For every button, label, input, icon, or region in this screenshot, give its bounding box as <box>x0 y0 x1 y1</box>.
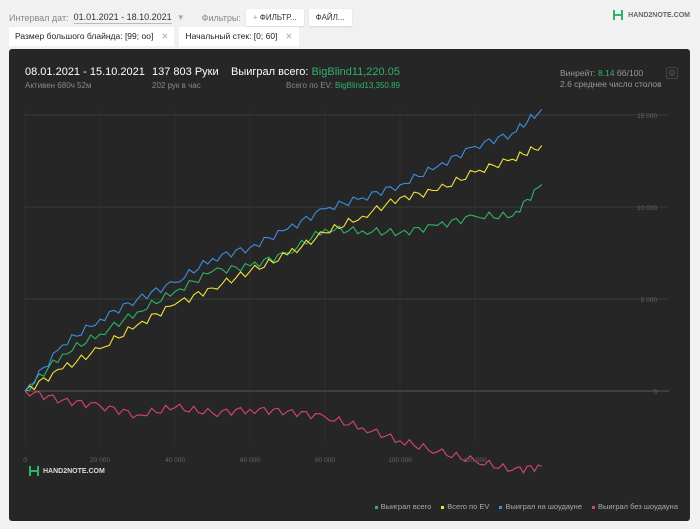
winrate-unit: бб/100 <box>616 68 644 78</box>
x-tick-label: 20 000 <box>90 457 110 464</box>
legend: Выиграл всего Всего по EV Выиграл на шоу… <box>374 502 678 511</box>
avg-tables: 2.6 среднее число столов <box>560 79 662 89</box>
filter-chip[interactable]: Размер большого блайнда: [99; oo] ✕ <box>9 27 175 46</box>
x-tick-label: 60 000 <box>240 457 260 464</box>
close-icon[interactable]: ✕ <box>285 31 293 41</box>
won-label: Выиграл всего: <box>231 66 309 78</box>
add-filter-button[interactable]: + ФИЛЬТР... <box>245 9 304 26</box>
filter-chip[interactable]: Начальный стек: [0; 60] ✕ <box>179 27 299 46</box>
y-tick-label: 5 000 <box>641 297 658 304</box>
ev-label: Всего по EV: <box>286 81 333 90</box>
legend-item[interactable]: Выиграл на шоудауне <box>499 502 582 511</box>
close-icon[interactable]: ✕ <box>161 31 169 41</box>
watermark-text: HAND2NOTE.COM <box>43 467 105 475</box>
legend-item[interactable]: Всего по EV <box>441 502 489 511</box>
filter-chips: Размер большого блайнда: [99; oo] ✕ Начал… <box>9 27 299 46</box>
x-tick-label: 100 000 <box>388 457 412 464</box>
add-filter-label: ФИЛЬТР... <box>259 13 297 22</box>
file-button[interactable]: ФАЙЛ... <box>308 9 352 26</box>
y-tick-label: 0 <box>653 389 657 396</box>
period: 08.01.2021 - 15.10.2021 <box>25 66 145 78</box>
chart-watermark: HAND2NOTE.COM <box>29 465 105 477</box>
brand-text: HAND2NOTE.COM <box>628 11 690 19</box>
y-tick-label: 15 000 <box>637 113 657 120</box>
winrate-label: Винрейт: <box>560 68 596 78</box>
toolbar: Интервал дат: 01.01.2021 - 18.10.2021 ▼ … <box>9 9 352 26</box>
series-line <box>24 109 543 392</box>
won-total: Выиграл всего: BigBlind11,220.05 <box>231 66 400 78</box>
ev-total: Всего по EV: BigBlind13,350.89 <box>286 81 400 90</box>
ev-value: BigBlind13,350.89 <box>335 81 400 90</box>
x-tick-label: 0 <box>23 457 27 464</box>
legend-swatch <box>592 505 595 509</box>
legend-swatch <box>441 505 445 509</box>
filters-label: Фильтры: <box>201 12 241 23</box>
logo-icon <box>613 10 624 20</box>
hands-per-hour: 202 рук в час <box>152 81 201 90</box>
legend-label: Всего по EV <box>447 502 490 511</box>
winrate-value: 8.14 <box>597 68 615 78</box>
series-line <box>24 184 543 392</box>
x-tick-label: 40 000 <box>165 457 185 464</box>
chart: 0 5 000 10 000 15 000 0 20 000 40 000 60 000 80 … <box>23 109 669 474</box>
hands-count: 137 803 Руки <box>152 66 219 78</box>
series-line <box>24 390 542 474</box>
chip-label: Начальный стек: [0; 60] <box>185 31 278 41</box>
active-time: Активен 680ч 52м <box>25 81 92 90</box>
chip-label: Размер большого блайнда: [99; oo] <box>15 31 154 41</box>
legend-label: Выиграл всего <box>380 502 432 511</box>
graph-card: 08.01.2021 - 15.10.2021 Активен 680ч 52м… <box>9 49 690 521</box>
chevron-down-icon[interactable]: ▼ <box>176 13 185 22</box>
plus-icon: + <box>252 13 260 22</box>
legend-item[interactable]: Выиграл всего <box>374 502 432 511</box>
x-tick-label: 80 000 <box>315 457 335 464</box>
series-line <box>24 145 543 392</box>
winrate: Винрейт: 8.14 бб/100 <box>560 68 643 78</box>
won-value: BigBlind11,220.05 <box>311 66 400 78</box>
legend-label: Выиграл без шоудауна <box>598 502 678 511</box>
interval-label: Интервал дат: <box>9 12 69 23</box>
y-tick-label: 10 000 <box>637 205 657 212</box>
brand-logo: HAND2NOTE.COM <box>612 9 690 21</box>
legend-swatch <box>374 505 378 509</box>
date-range-select[interactable]: 01.01.2021 - 18.10.2021 <box>73 11 172 24</box>
legend-item[interactable]: Выиграл без шоудауна <box>592 502 678 511</box>
logo-icon <box>29 466 39 476</box>
legend-label: Выиграл на шоудауне <box>505 502 582 511</box>
legend-swatch <box>499 505 503 509</box>
gear-icon[interactable]: ⚙ <box>666 67 678 79</box>
